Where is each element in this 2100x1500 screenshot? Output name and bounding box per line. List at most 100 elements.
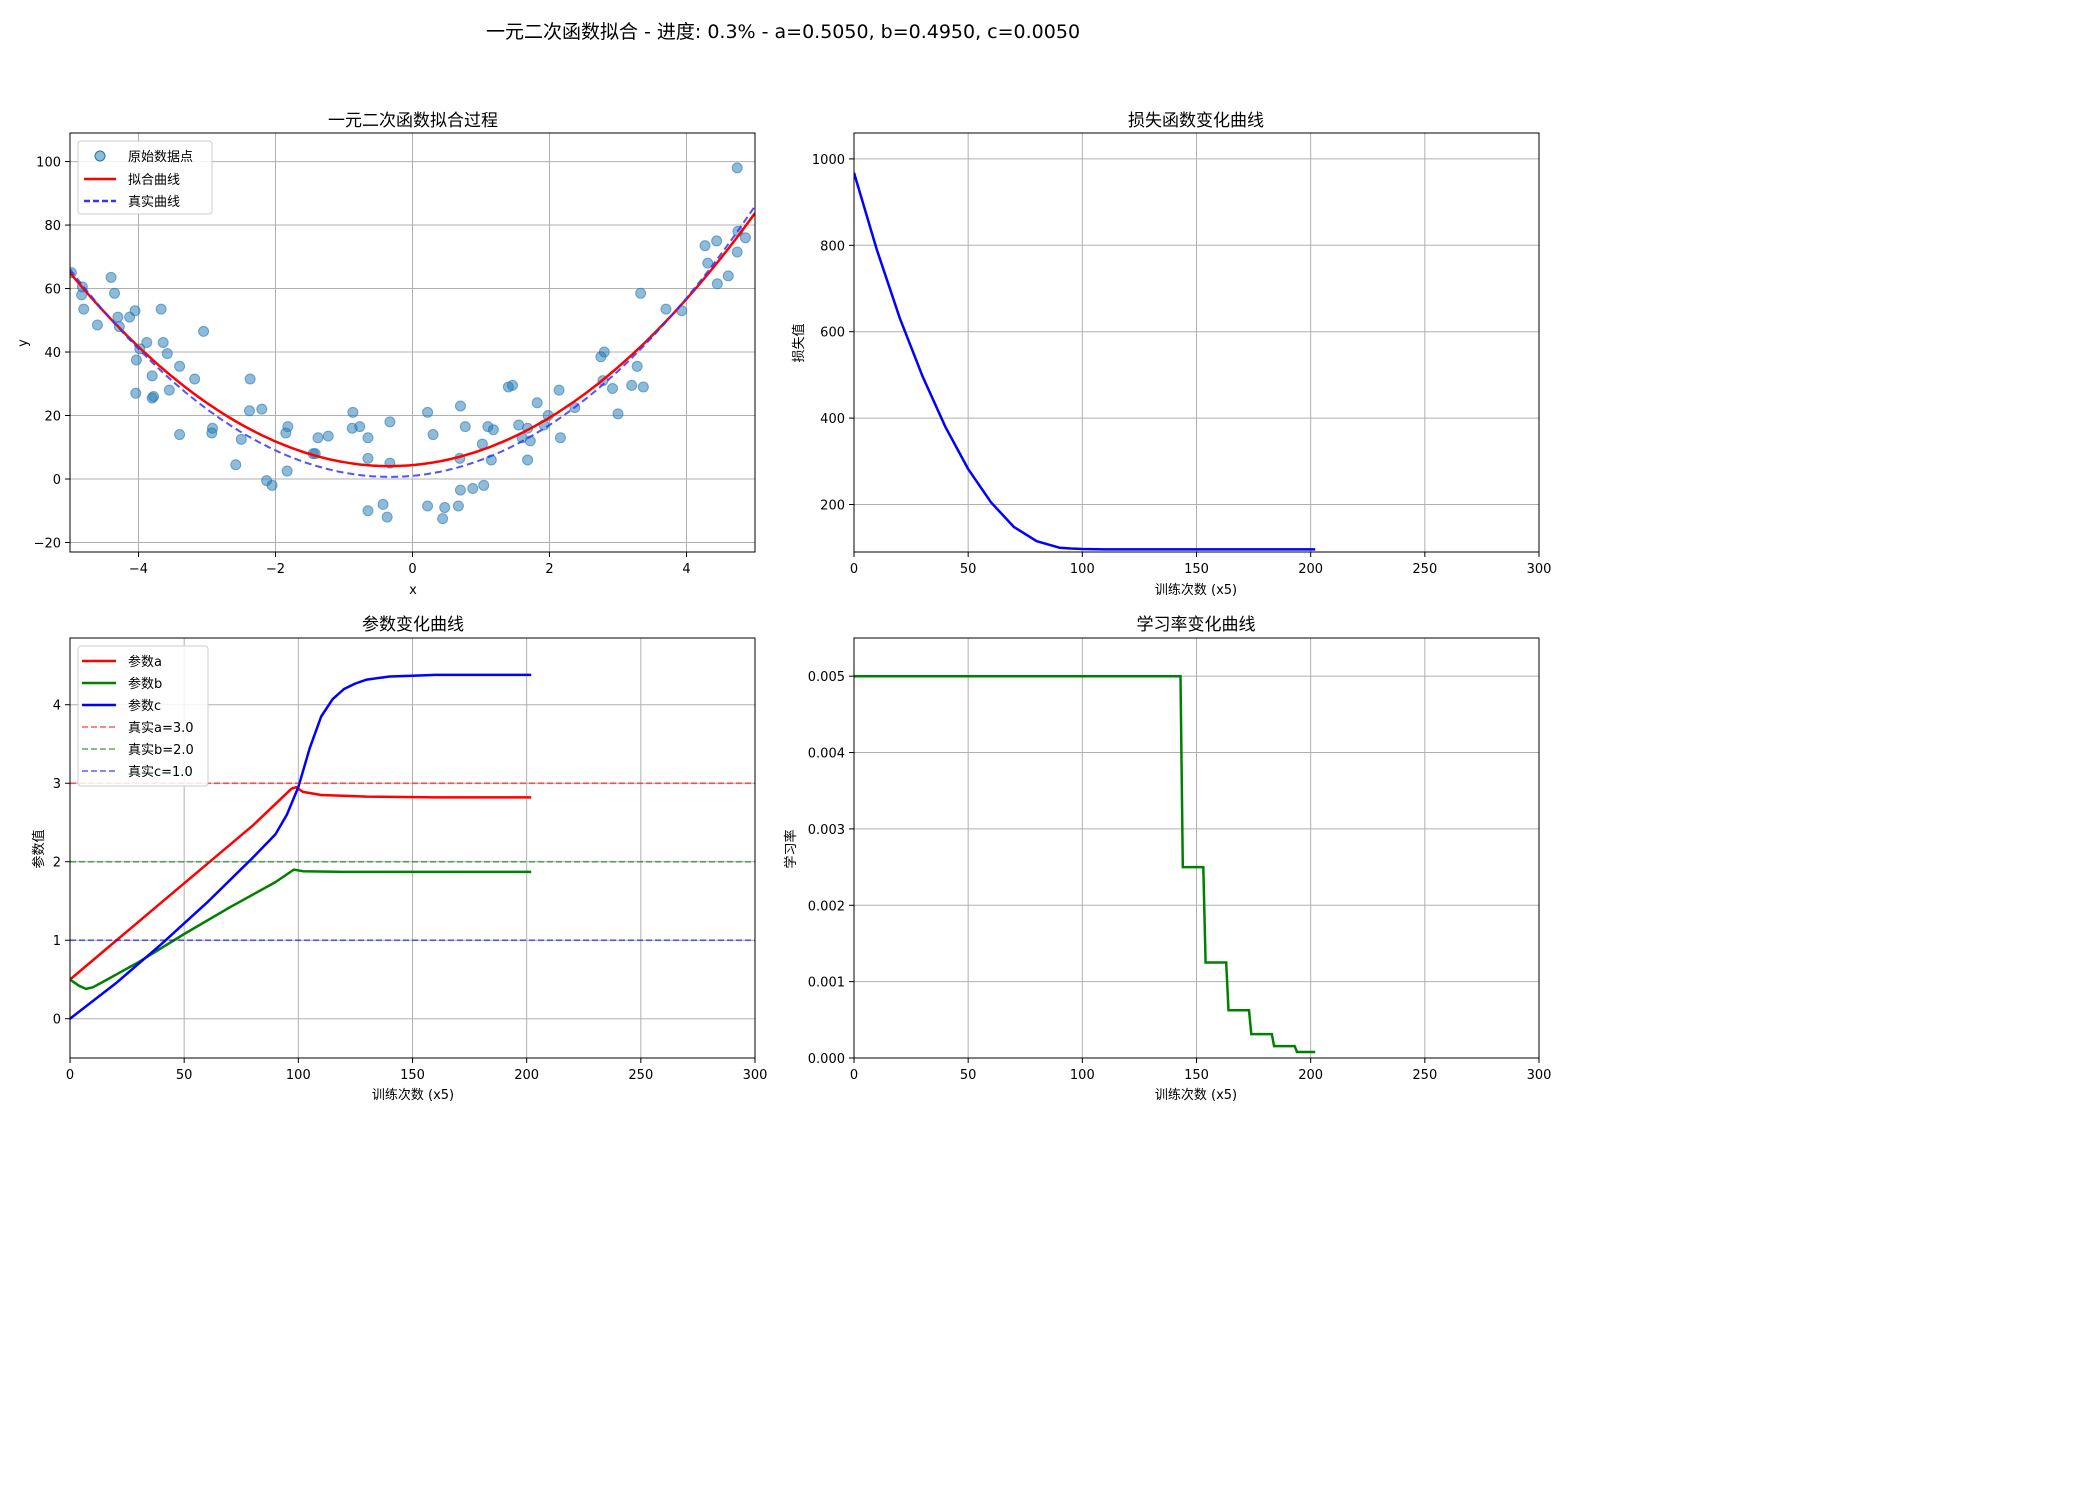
- data-point: [637, 381, 649, 393]
- legend-label: 真实曲线: [128, 195, 180, 210]
- data-point: [347, 406, 359, 418]
- data-point: [487, 424, 499, 436]
- data-point: [381, 511, 393, 523]
- y-tick-label: 0.001: [808, 976, 845, 991]
- legend-label: 参数a: [128, 654, 162, 670]
- data-point: [722, 270, 734, 282]
- data-point: [427, 429, 439, 441]
- x-tick-label: 150: [1184, 562, 1209, 577]
- data-point: [507, 379, 519, 391]
- data-point: [478, 479, 490, 491]
- data-point: [163, 384, 175, 396]
- x-tick-label: 4: [682, 562, 690, 577]
- data-point: [362, 432, 374, 444]
- panel-learning-rate: 学习率变化曲线 训练次数 (x5) 学习率 0 50 100 150 200 250 300…: [783, 615, 1551, 1103]
- x-tick-label: −4: [129, 562, 148, 577]
- y-tick-label: 800: [820, 239, 845, 254]
- data-point: [439, 502, 451, 514]
- x-axis-label-lr: 训练次数 (x5): [1155, 1087, 1237, 1103]
- data-point: [467, 483, 479, 495]
- data-point: [607, 383, 619, 395]
- y-tick-label: 200: [820, 498, 845, 513]
- data-point: [189, 373, 201, 385]
- data-point: [282, 421, 294, 433]
- axes-frame: [69, 132, 756, 553]
- data-point: [422, 500, 434, 512]
- data-point: [711, 278, 723, 290]
- data-point: [129, 305, 141, 317]
- data-point: [362, 505, 374, 517]
- data-point: [174, 360, 186, 372]
- data-point: [281, 465, 293, 477]
- x-tick-label: 0: [850, 1068, 858, 1083]
- y-tick-label: 60: [44, 283, 61, 298]
- legend-box: [77, 645, 209, 787]
- data-point: [235, 433, 247, 445]
- x-tick-label: 300: [1527, 562, 1552, 577]
- axis-frame-params: 0 50 100 150 200 250 300 0 1 2 3 4: [53, 637, 767, 1083]
- data-point: [377, 498, 389, 510]
- data-point: [362, 452, 374, 464]
- figure: 一元二次函数拟合 - 进度: 0.3% - a=0.5050, b=0.4950…: [16, 21, 1552, 1103]
- plot-content-fit: [70, 162, 755, 525]
- legend-label: 真实a=3.0: [128, 721, 194, 736]
- x-tick-label: 300: [1527, 1068, 1552, 1083]
- x-tick-label: 50: [960, 1068, 977, 1083]
- x-tick-label: 0: [66, 1068, 74, 1083]
- legend-params: 参数a 参数b 参数c 真实a=3.0 真实b=2.0 真实c=1.0: [77, 645, 209, 787]
- data-point: [243, 405, 255, 417]
- legend-label: 原始数据点: [128, 150, 193, 165]
- legend-label: 真实b=2.0: [128, 743, 194, 758]
- data-point: [78, 303, 90, 315]
- panel-title-fit: 一元二次函数拟合过程: [328, 111, 498, 131]
- x-axis-label-fit: x: [409, 583, 417, 598]
- data-point: [174, 429, 186, 441]
- y-tick-label: −20: [34, 536, 61, 551]
- y-tick-label: 0.005: [808, 670, 845, 685]
- data-point: [244, 373, 256, 385]
- data-point: [312, 432, 324, 444]
- plot-content-lr: [854, 674, 1316, 1054]
- data-point: [422, 406, 434, 418]
- y-tick-label: 0: [53, 473, 61, 488]
- data-point: [731, 162, 743, 174]
- y-tick-label: 100: [36, 156, 61, 171]
- x-tick-label: 50: [960, 562, 977, 577]
- data-point: [553, 384, 565, 396]
- x-axis-label-loss: 训练次数 (x5): [1155, 582, 1237, 598]
- data-point: [112, 311, 124, 323]
- y-tick-label: 40: [44, 346, 61, 361]
- param-a-line: [70, 785, 532, 981]
- data-point: [148, 390, 160, 402]
- x-tick-label: 100: [286, 1068, 311, 1083]
- data-point: [384, 416, 396, 428]
- data-point: [454, 484, 466, 496]
- x-tick-label: 50: [176, 1068, 193, 1083]
- fit-curve: [70, 212, 755, 468]
- data-point: [146, 370, 158, 382]
- y-tick-label: 3: [53, 777, 61, 792]
- y-axis-label-params: 参数值: [31, 829, 47, 868]
- y-axis-label-fit: y: [16, 339, 31, 347]
- data-point: [161, 348, 173, 360]
- x-tick-label: 250: [1412, 1068, 1437, 1083]
- x-tick-label: 200: [1298, 562, 1323, 577]
- y-tick-label: 1: [53, 934, 61, 949]
- y-tick-label: 0.000: [808, 1052, 845, 1067]
- data-point: [354, 421, 366, 433]
- data-point: [452, 500, 464, 512]
- panel-title-lr: 学习率变化曲线: [1137, 615, 1256, 635]
- data-point: [711, 235, 723, 247]
- x-tick-label: 100: [1070, 1068, 1095, 1083]
- data-point: [702, 257, 714, 269]
- data-point: [141, 337, 153, 348]
- data-point: [598, 346, 610, 358]
- data-point: [157, 337, 169, 348]
- data-point: [660, 303, 672, 315]
- y-tick-label: 4: [53, 699, 61, 714]
- true-curve: [70, 205, 755, 478]
- data-point: [437, 513, 449, 525]
- y-tick-label: 80: [44, 219, 61, 234]
